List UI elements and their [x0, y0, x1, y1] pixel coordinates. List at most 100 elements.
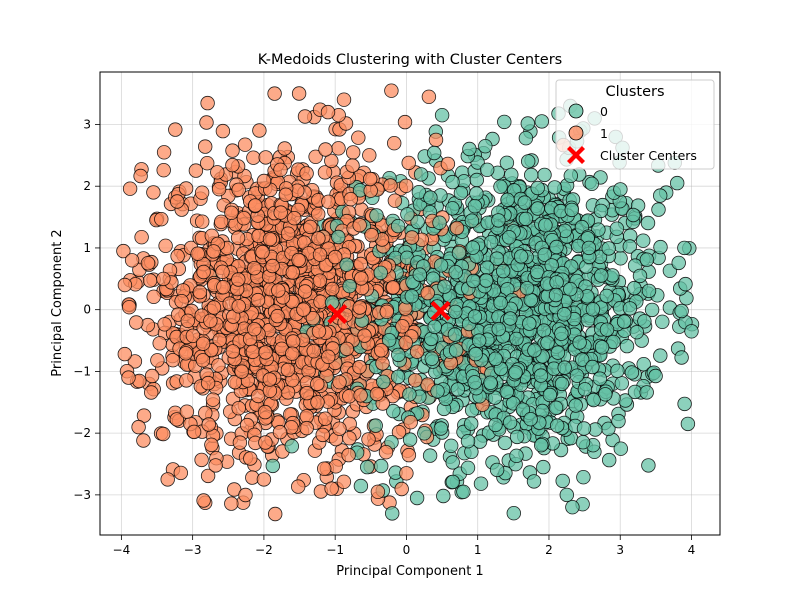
point-cluster-1 [156, 145, 172, 160]
point-cluster-0 [601, 241, 616, 256]
point-cluster-1 [401, 155, 416, 171]
point-cluster-1 [231, 299, 246, 314]
point-cluster-0 [640, 215, 656, 231]
point-cluster-1 [395, 319, 410, 334]
point-cluster-1 [361, 432, 376, 447]
point-cluster-0 [386, 403, 401, 419]
point-cluster-1 [185, 328, 201, 344]
point-cluster-0 [417, 426, 432, 441]
point-cluster-1 [160, 472, 175, 487]
point-cluster-0 [684, 324, 699, 339]
point-cluster-1 [180, 313, 196, 329]
point-cluster-1 [321, 194, 336, 210]
point-cluster-0 [677, 396, 692, 412]
point-cluster-1 [195, 336, 211, 351]
point-cluster-1 [305, 311, 321, 326]
point-cluster-1 [409, 344, 425, 359]
point-cluster-1 [403, 415, 418, 430]
point-cluster-0 [559, 487, 575, 503]
point-cluster-1 [210, 165, 225, 180]
point-cluster-0 [632, 268, 648, 284]
point-cluster-0 [339, 257, 354, 272]
point-cluster-1 [204, 437, 219, 453]
point-cluster-1 [303, 219, 318, 235]
point-cluster-1 [143, 385, 159, 400]
point-cluster-1 [375, 356, 390, 371]
point-cluster-0 [478, 138, 493, 154]
point-cluster-0 [483, 375, 498, 391]
point-cluster-0 [369, 208, 384, 223]
point-cluster-1 [317, 461, 332, 476]
point-cluster-0 [540, 335, 555, 350]
point-cluster-1 [270, 308, 285, 324]
point-cluster-1 [179, 404, 195, 419]
point-cluster-0 [427, 319, 442, 335]
point-cluster-0 [678, 276, 693, 292]
point-cluster-1 [370, 484, 386, 500]
point-cluster-1 [227, 374, 243, 390]
point-cluster-0 [536, 323, 552, 338]
point-cluster-1 [258, 150, 273, 165]
point-cluster-0 [469, 172, 485, 188]
point-cluster-1 [311, 324, 327, 339]
y-tick-label: −2 [73, 426, 91, 440]
point-cluster-1 [155, 426, 171, 442]
point-cluster-1 [320, 104, 336, 120]
point-cluster-0 [376, 374, 391, 390]
point-cluster-1 [225, 157, 240, 173]
point-cluster-1 [387, 193, 403, 208]
point-cluster-1 [257, 404, 273, 420]
point-cluster-0 [517, 195, 532, 210]
x-tick-label: −1 [326, 543, 344, 557]
point-cluster-1 [215, 123, 231, 139]
x-tick-label: 3 [616, 543, 624, 557]
point-cluster-1 [196, 493, 211, 508]
point-cluster-0 [500, 192, 515, 208]
point-cluster-0 [581, 240, 597, 256]
point-cluster-1 [277, 141, 292, 156]
point-cluster-0 [448, 343, 464, 358]
point-cluster-0 [575, 352, 590, 367]
point-cluster-0 [509, 429, 525, 445]
point-cluster-1 [116, 243, 131, 259]
point-cluster-0 [557, 360, 572, 375]
point-cluster-1 [357, 328, 372, 343]
point-cluster-0 [462, 141, 477, 157]
point-cluster-0 [613, 251, 628, 266]
point-cluster-0 [619, 338, 635, 354]
point-cluster-0 [648, 368, 663, 384]
point-cluster-0 [564, 202, 580, 218]
point-cluster-0 [534, 438, 549, 453]
point-cluster-1 [318, 142, 333, 157]
point-cluster-1 [236, 210, 252, 226]
point-cluster-1 [271, 283, 286, 298]
point-cluster-1 [308, 149, 323, 165]
point-cluster-1 [278, 187, 294, 203]
point-cluster-1 [352, 300, 368, 315]
point-cluster-0 [424, 351, 440, 366]
point-cluster-0 [610, 363, 625, 379]
point-cluster-1 [206, 244, 221, 259]
point-cluster-0 [613, 182, 628, 197]
point-cluster-1 [310, 376, 325, 392]
x-tick-label: −4 [113, 543, 131, 557]
point-cluster-1 [285, 265, 301, 280]
cluster-centers [327, 300, 451, 324]
point-cluster-1 [291, 252, 306, 268]
point-cluster-1 [297, 109, 313, 124]
point-cluster-1 [199, 115, 214, 130]
point-cluster-0 [591, 222, 606, 237]
point-cluster-1 [353, 256, 368, 272]
point-cluster-0 [489, 251, 505, 266]
point-cluster-1 [324, 153, 339, 169]
point-cluster-1 [200, 375, 216, 391]
point-cluster-1 [398, 178, 414, 194]
point-cluster-1 [272, 424, 288, 440]
point-cluster-0 [523, 412, 538, 427]
point-cluster-1 [178, 346, 194, 361]
point-cluster-0 [484, 234, 499, 250]
point-cluster-0 [565, 500, 580, 515]
point-cluster-1 [420, 285, 435, 301]
point-cluster-0 [520, 116, 536, 131]
point-cluster-1 [384, 83, 399, 98]
